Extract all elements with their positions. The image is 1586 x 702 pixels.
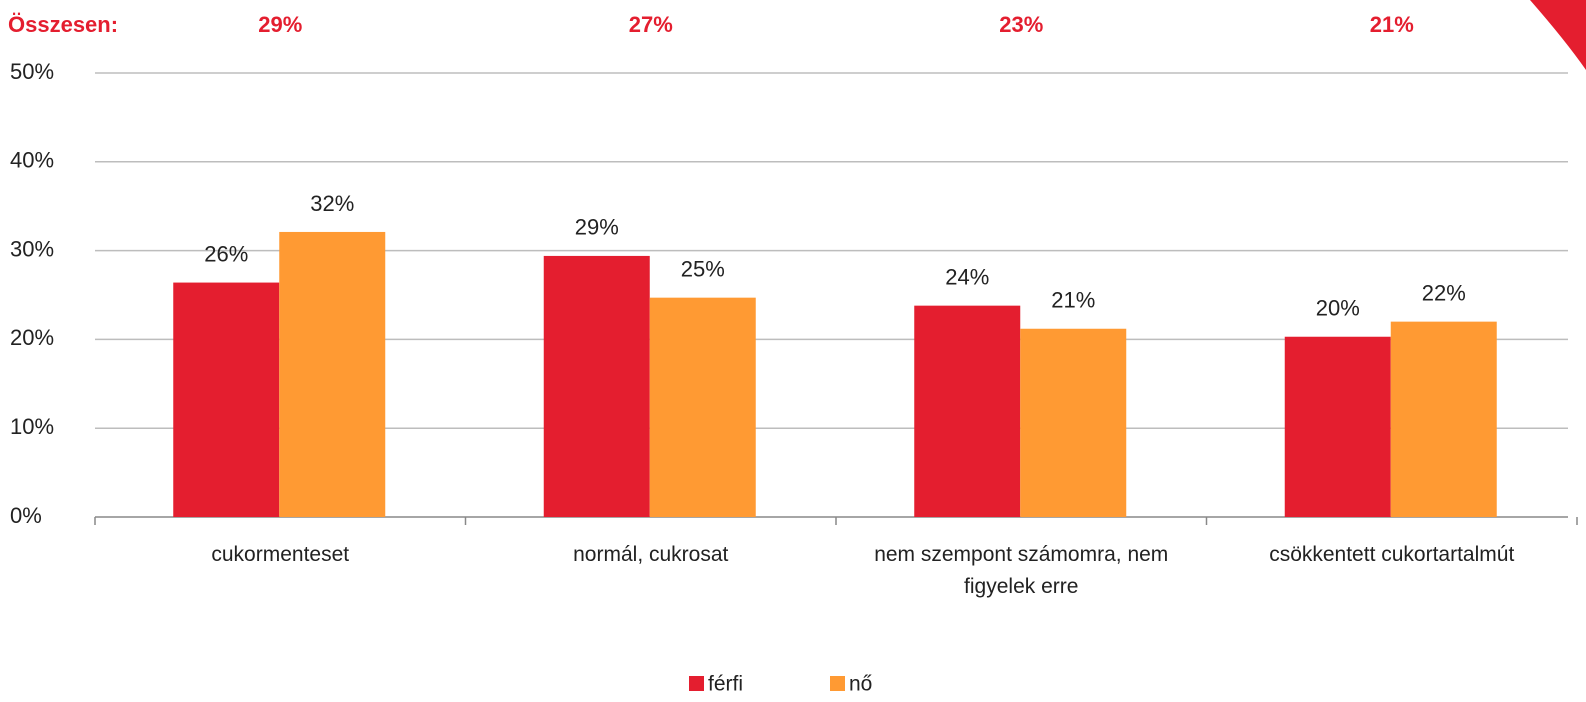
x-tick-label: nem szempont számomra, nem figyelek erre xyxy=(874,543,1169,598)
y-tick-label: 40% xyxy=(10,148,54,173)
value-label: 29% xyxy=(575,215,619,240)
total-label: 21% xyxy=(1370,12,1414,37)
y-tick-label: 0% xyxy=(10,503,42,528)
value-label: 21% xyxy=(1051,288,1095,313)
x-tick-label: cukormenteset xyxy=(211,543,350,566)
y-tick-label: 30% xyxy=(10,236,54,261)
bar xyxy=(914,305,1021,517)
legend-label: férfi xyxy=(708,673,743,696)
value-label: 25% xyxy=(681,256,725,281)
legend-label: nő xyxy=(849,673,872,696)
value-label: 20% xyxy=(1316,296,1360,321)
value-label: 24% xyxy=(945,264,989,289)
total-label: 29% xyxy=(258,12,302,37)
bar xyxy=(1020,328,1127,517)
bar xyxy=(279,231,386,517)
value-label: 32% xyxy=(310,191,354,216)
legend-swatch xyxy=(689,676,704,691)
y-tick-label: 10% xyxy=(10,414,54,439)
value-label: 26% xyxy=(204,241,248,266)
y-tick-label: 50% xyxy=(10,59,54,84)
bar xyxy=(649,297,756,517)
total-label: 23% xyxy=(999,12,1043,37)
totals-title: Összesen: xyxy=(8,12,118,37)
value-label: 22% xyxy=(1422,280,1466,305)
y-tick-label: 20% xyxy=(10,325,54,350)
bar xyxy=(1390,321,1497,517)
x-tick-label: csökkentett cukortartalmút xyxy=(1269,543,1515,566)
bar xyxy=(543,255,650,518)
legend-swatch xyxy=(830,676,845,691)
total-label: 27% xyxy=(629,12,673,37)
decoration xyxy=(1530,0,1586,70)
bar xyxy=(173,282,280,517)
x-tick-label: normál, cukrosat xyxy=(573,543,729,566)
bar xyxy=(1284,336,1391,517)
